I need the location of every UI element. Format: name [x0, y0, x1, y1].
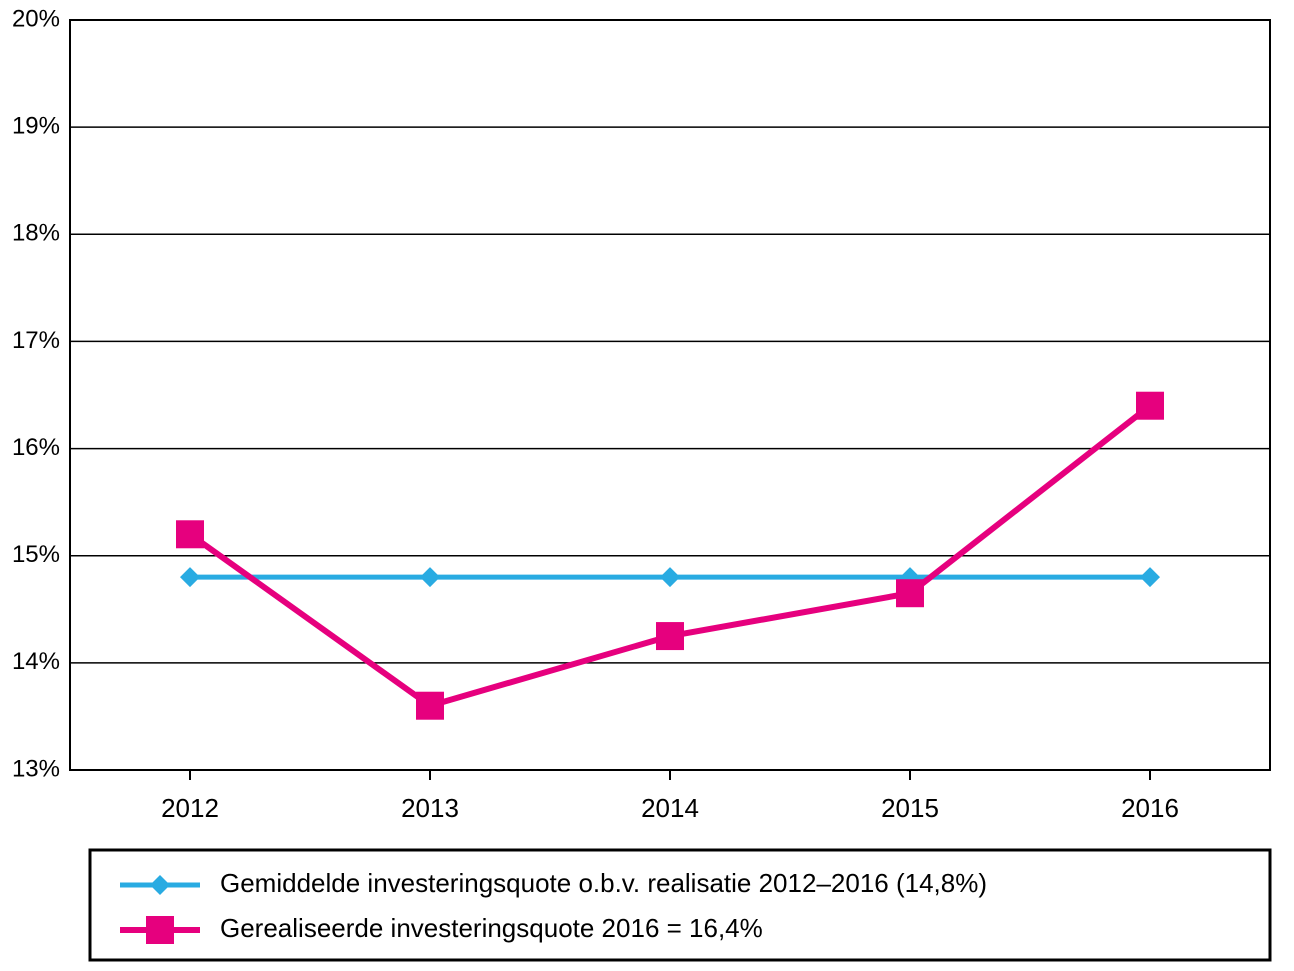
y-tick-label: 18%: [12, 220, 60, 247]
legend-marker: [146, 916, 174, 944]
series-marker: [1136, 392, 1164, 420]
y-tick-label: 14%: [12, 648, 60, 675]
y-tick-label: 16%: [12, 434, 60, 461]
series-marker: [416, 692, 444, 720]
series-marker: [656, 622, 684, 650]
series-marker: [896, 579, 924, 607]
x-tick-label: 2013: [401, 793, 459, 823]
y-tick-label: 13%: [12, 755, 60, 782]
legend-label: Gerealiseerde investeringsquote 2016 = 1…: [220, 913, 763, 943]
line-chart: 13% 14% 15% 16% 17% 18% 19% 20% 2012 2013 2014 2015…: [0, 0, 1294, 971]
legend-box: [90, 850, 1270, 960]
chart-container: 13% 14% 15% 16% 17% 18% 19% 20% 2012 2013 2014 2015…: [0, 0, 1294, 971]
series-marker: [176, 520, 204, 548]
y-tick-label: 19%: [12, 112, 60, 139]
y-tick-label: 15%: [12, 541, 60, 568]
y-tick-label: 17%: [12, 327, 60, 354]
x-tick-label: 2016: [1121, 793, 1179, 823]
legend-label: Gemiddelde investeringsquote o.b.v. real…: [220, 868, 987, 898]
x-tick-label: 2015: [881, 793, 939, 823]
x-tick-label: 2012: [161, 793, 219, 823]
y-tick-label: 20%: [12, 5, 60, 32]
x-tick-label: 2014: [641, 793, 699, 823]
